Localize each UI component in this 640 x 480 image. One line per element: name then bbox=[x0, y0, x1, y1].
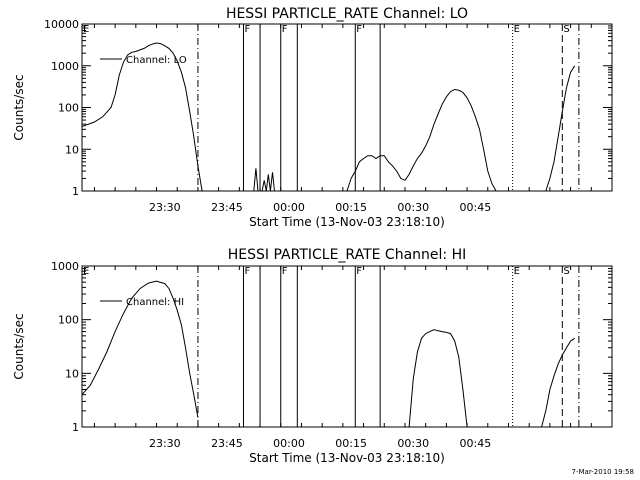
y-axis-label: Counts/sec bbox=[12, 74, 26, 140]
chart-title: HESSI PARTICLE_RATE Channel: HI bbox=[228, 247, 466, 263]
series-line bbox=[545, 65, 576, 192]
x-tick-label: 00:30 bbox=[397, 201, 429, 214]
y-tick-label: 10 bbox=[65, 367, 79, 380]
series-line bbox=[408, 329, 468, 428]
x-axis-label: Start Time (13-Nov-03 23:18:10) bbox=[249, 451, 445, 465]
footer-date: 7-Mar-2010 19:58 bbox=[571, 468, 634, 476]
legend-label: Channel: HI bbox=[126, 297, 184, 308]
series-line bbox=[253, 168, 259, 192]
x-tick-label: 23:45 bbox=[211, 437, 243, 450]
event-label: E bbox=[514, 266, 520, 277]
x-tick-label: 00:45 bbox=[460, 437, 492, 450]
event-label: F bbox=[244, 266, 250, 277]
x-tick-label: 00:15 bbox=[335, 437, 367, 450]
event-label: E bbox=[83, 24, 89, 35]
event-label: E bbox=[514, 24, 520, 35]
y-tick-label: 100 bbox=[58, 314, 79, 327]
x-axis-label: Start Time (13-Nov-03 23:18:10) bbox=[249, 215, 445, 229]
plot-frame bbox=[81, 23, 613, 192]
series-line bbox=[81, 280, 199, 418]
event-label: F bbox=[282, 266, 288, 277]
x-tick-label: 00:45 bbox=[460, 201, 492, 214]
chart-title: HESSI PARTICLE_RATE Channel: LO bbox=[226, 6, 468, 22]
plot-frame bbox=[81, 265, 613, 428]
event-label: S bbox=[563, 266, 569, 277]
y-tick-label: 1 bbox=[72, 185, 79, 198]
legend-label: Channel: LO bbox=[126, 55, 187, 66]
y-tick-label: 1000 bbox=[51, 60, 79, 73]
y-tick-label: 10 bbox=[65, 143, 79, 156]
y-tick-label: 1 bbox=[72, 421, 79, 434]
y-tick-label: 100 bbox=[58, 102, 79, 115]
event-label: F bbox=[244, 24, 250, 35]
x-tick-label: 00:00 bbox=[273, 201, 305, 214]
series-line bbox=[261, 172, 275, 192]
x-tick-label: 23:30 bbox=[149, 437, 181, 450]
event-label: E bbox=[83, 266, 89, 277]
x-tick-label: 23:30 bbox=[149, 201, 181, 214]
x-tick-label: 00:30 bbox=[397, 437, 429, 450]
series-line bbox=[81, 42, 203, 192]
x-tick-label: 00:15 bbox=[335, 201, 367, 214]
y-tick-label: 1000 bbox=[51, 260, 79, 273]
event-label: F bbox=[282, 24, 288, 35]
y-tick-label: 10000 bbox=[44, 18, 79, 31]
event-label: S bbox=[563, 24, 569, 35]
x-tick-label: 23:45 bbox=[211, 201, 243, 214]
y-axis-label: Counts/sec bbox=[12, 313, 26, 379]
event-label: F bbox=[356, 266, 362, 277]
series-line bbox=[541, 337, 575, 428]
event-label: F bbox=[356, 24, 362, 35]
series-line bbox=[346, 88, 497, 192]
x-tick-label: 00:00 bbox=[273, 437, 305, 450]
